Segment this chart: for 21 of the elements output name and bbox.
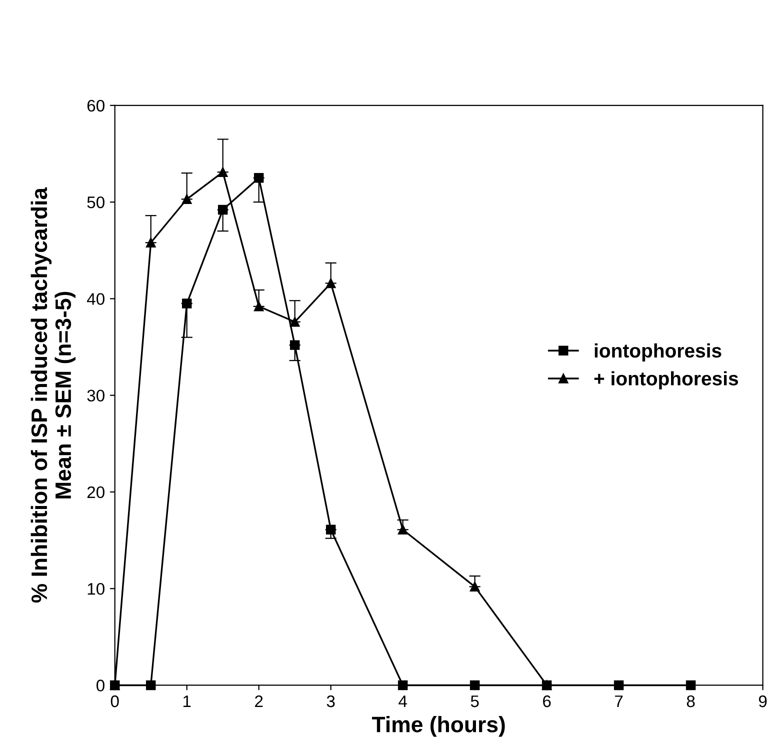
y-tick-label: 50 xyxy=(87,196,104,208)
x-tick-label: 6 xyxy=(543,695,551,708)
x-tick-label: 9 xyxy=(758,695,767,708)
x-tick-label: 8 xyxy=(686,695,695,708)
x-tick-label: 1 xyxy=(183,696,191,708)
y-tick-label: 40 xyxy=(86,293,104,305)
x-tick-label: 3 xyxy=(326,695,335,708)
x-tick-label: 4 xyxy=(398,696,407,708)
y-tick-label: 30 xyxy=(87,390,104,402)
y-axis-title: % Inhibition of ISP induced tachycardia Mean ± SEM (n=3-5) xyxy=(30,187,76,603)
x-tick-label: 7 xyxy=(615,696,623,708)
y-tick-label: 60 xyxy=(87,100,104,112)
y-tick-label: 20 xyxy=(87,486,104,498)
legend-label: iontophoresis xyxy=(594,343,722,362)
x-axis-title: Time (hours) xyxy=(372,716,505,737)
legend-label: + iontophoresis xyxy=(594,371,738,390)
x-tick-label: 0 xyxy=(110,695,119,708)
y-tick-label: 10 xyxy=(88,582,104,595)
x-tick-label: 5 xyxy=(470,696,479,708)
y-tick-label: 0 xyxy=(96,680,104,692)
x-tick-label: 2 xyxy=(255,695,263,708)
